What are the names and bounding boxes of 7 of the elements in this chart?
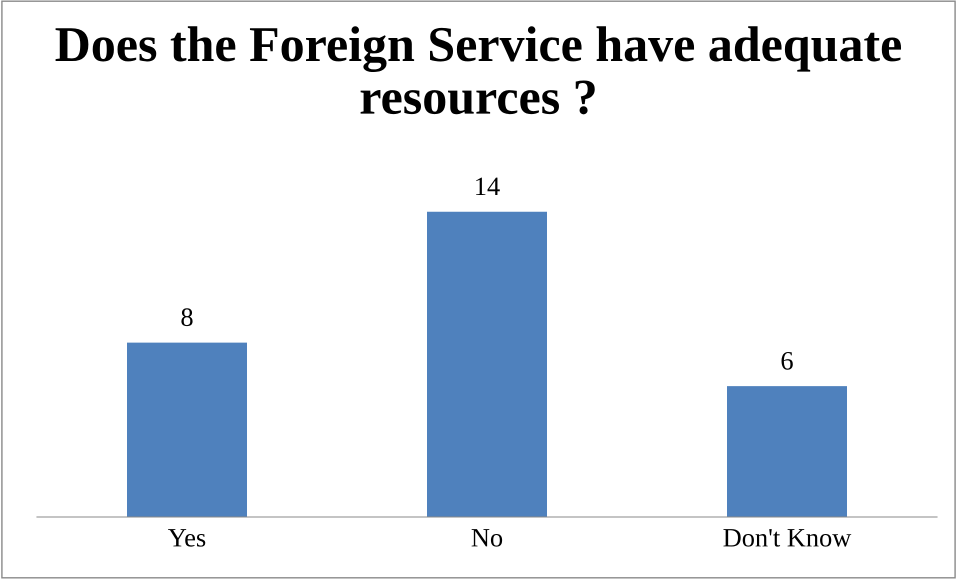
data-label: 14 bbox=[476, 178, 500, 196]
x-tick-label: Yes bbox=[168, 529, 206, 547]
chart-title: Does the Foreign Service have adequate resources ? bbox=[56, 26, 901, 114]
x-tick-label: No bbox=[472, 529, 502, 547]
data-label: 6 bbox=[782, 352, 793, 370]
data-label: 8 bbox=[181, 308, 193, 326]
x-tick-label: Don't Know bbox=[723, 529, 852, 547]
